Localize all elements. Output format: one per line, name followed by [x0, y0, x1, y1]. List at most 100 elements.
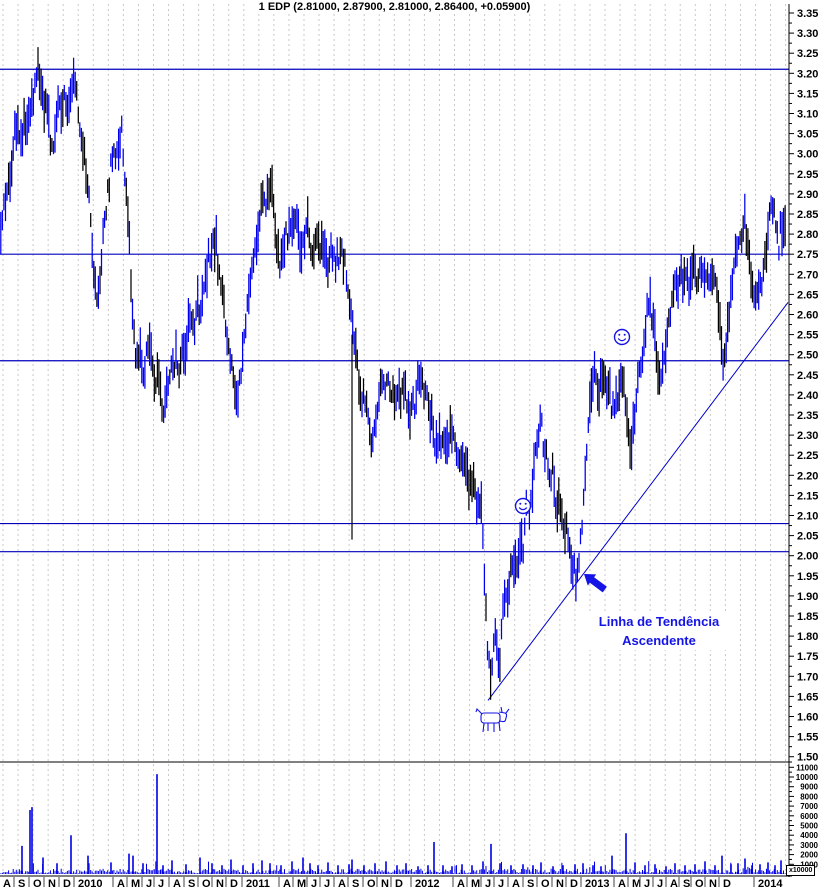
time-axis-label: J [146, 878, 152, 890]
price-tick-label: 1.90 [797, 591, 818, 603]
volume-tick-label: 10000 [796, 773, 819, 782]
price-tick-label: 3.15 [797, 88, 818, 100]
price-tick-label: 3.30 [797, 28, 818, 40]
time-axis-label: D [723, 878, 731, 890]
price-tick-label: 2.25 [797, 450, 818, 462]
time-axis-label: O [202, 878, 211, 890]
volume-tick-label: 7000 [800, 802, 818, 811]
volume-tick-label: 8000 [800, 792, 818, 801]
bull-icon [475, 706, 510, 733]
time-axis-label: D [230, 878, 238, 890]
time-axis-label: 2014 [758, 878, 783, 890]
price-tick-label: 3.10 [797, 109, 818, 121]
price-tick-label: 3.00 [797, 149, 818, 161]
month-gridlines [2, 4, 787, 874]
trendline [487, 302, 789, 701]
price-tick-label: 2.50 [797, 350, 818, 362]
time-axis-label: D [63, 878, 71, 890]
price-tick-label: 1.85 [797, 611, 818, 623]
time-axis-label: J [158, 878, 164, 890]
time-axis-label: J [657, 878, 663, 890]
time-axis-label: A [283, 878, 291, 890]
price-tick-label: 2.65 [797, 289, 818, 301]
price-tick-label: 2.80 [797, 229, 818, 241]
time-axis-label: O [33, 878, 42, 890]
time-axis-label: 2011 [246, 878, 270, 890]
price-tick-label: 2.55 [797, 330, 818, 342]
time-axis-label: 2013 [585, 878, 609, 890]
time-axis-label: O [695, 878, 704, 890]
price-tick-label: 1.60 [797, 712, 818, 724]
time-axis-label: J [311, 878, 317, 890]
volume-axis: 1000200030004000500060007000800090001000… [789, 763, 819, 870]
volume-base-bars [0, 861, 786, 874]
chart-title-text: 1 EDP (2.81000, 2.87900, 2.81000, 2.8640… [255, 1, 534, 13]
time-axis-label: J [485, 878, 491, 890]
time-axis-label: M [471, 878, 480, 890]
support-resistance-lines [0, 68, 789, 553]
trend-arrow-icon [584, 574, 607, 593]
smiley-icon [514, 497, 532, 515]
price-tick-label: 2.95 [797, 169, 818, 181]
time-axis-label: N [216, 878, 224, 890]
ascending-trendline [487, 302, 789, 701]
price-tick-label: 3.05 [797, 129, 818, 141]
price-tick-label: 1.70 [797, 671, 818, 683]
time-axis-label: S [527, 878, 534, 890]
trendline-label-line1: Linha de Tendência [598, 614, 720, 629]
price-tick-label: 2.70 [797, 269, 818, 281]
time-axis-label: S [188, 878, 195, 890]
volume-spike-bars [21, 774, 782, 874]
price-series [0, 47, 786, 700]
time-axis-label: 2012 [415, 878, 439, 890]
trendline-label: Linha de Tendência Ascendente [586, 612, 732, 650]
time-axis-label: M [131, 878, 140, 890]
time-axis-label: S [352, 878, 359, 890]
price-tick-label: 3.35 [797, 8, 818, 20]
price-tick-label: 1.50 [797, 752, 818, 764]
time-axis-label: 2010 [78, 878, 102, 890]
price-tick-label: 2.40 [797, 390, 818, 402]
volume-bars [0, 774, 786, 874]
price-tick-label: 1.80 [797, 631, 818, 643]
time-axis-label: A [173, 878, 181, 890]
price-tick-label: 2.05 [797, 531, 818, 543]
time-axis-label: A [670, 878, 678, 890]
price-tick-label: 2.75 [797, 249, 818, 261]
volume-tick-label: 2000 [800, 851, 818, 860]
smiley-icon [613, 328, 631, 346]
price-tick-label: 2.45 [797, 370, 818, 382]
price-tick-label: 2.15 [797, 490, 818, 502]
time-axis-label: O [541, 878, 550, 890]
price-tick-label: 2.90 [797, 189, 818, 201]
time-axis-label: S [18, 878, 25, 890]
price-axis: 1.50 1.55 1.60 1.65 1.70 1.75 1.80 1.85 1.90 1.95… [789, 8, 818, 764]
time-axis-label: J [644, 878, 650, 890]
time-axis-label: N [709, 878, 717, 890]
time-axis-label: D [570, 878, 578, 890]
time-axis-label: N [381, 878, 389, 890]
price-tick-label: 3.20 [797, 68, 818, 80]
price-tick-label: 2.85 [797, 209, 818, 221]
frame-lines [0, 4, 792, 877]
time-axis-label: D [395, 878, 403, 890]
price-tick-label: 2.10 [797, 511, 818, 523]
trendline-label-line2: Ascendente [622, 633, 696, 648]
time-axis-label: A [3, 878, 11, 890]
price-bars-blue [0, 57, 785, 678]
time-axis-label: A [618, 878, 626, 890]
time-axis-label: A [457, 878, 465, 890]
volume-multiplier-badge: x10000 [786, 865, 816, 876]
time-axis-label: M [632, 878, 641, 890]
price-tick-label: 2.35 [797, 410, 818, 422]
volume-tick-label: 5000 [800, 822, 818, 831]
volume-tick-label: 4000 [800, 831, 818, 840]
time-axis-label: A [338, 878, 346, 890]
price-tick-label: 2.00 [797, 551, 818, 563]
price-tick-label: 1.65 [797, 691, 818, 703]
smiley-annotations [613, 328, 631, 346]
price-tick-label: 3.25 [797, 48, 818, 60]
price-tick-label: 1.55 [797, 732, 818, 744]
